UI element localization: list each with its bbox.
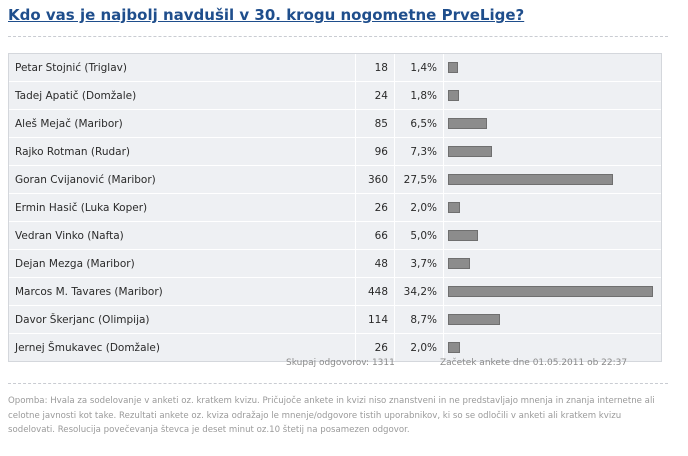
candidate-name: Aleš Mejač (Maribor) [9, 110, 356, 137]
bar-cell [444, 194, 661, 221]
vote-count: 26 [356, 334, 395, 361]
vote-bar [448, 118, 487, 129]
vote-percent: 5,0% [395, 222, 444, 249]
vote-count: 48 [356, 250, 395, 277]
vote-bar [448, 146, 492, 157]
vote-bar [448, 62, 458, 73]
title-divider [8, 36, 668, 37]
footer-divider [8, 383, 668, 384]
vote-count: 448 [356, 278, 395, 305]
poll-title[interactable]: Kdo vas je najbolj navdušil v 30. krogu … [8, 6, 525, 24]
vote-count: 114 [356, 306, 395, 333]
vote-bar [448, 286, 653, 297]
vote-bar [448, 202, 460, 213]
poll-row: Goran Cvijanović (Maribor) 360 27,5% [9, 166, 661, 194]
bar-cell [444, 250, 661, 277]
poll-row: Aleš Mejač (Maribor) 85 6,5% [9, 110, 661, 138]
poll-row: Ermin Hasič (Luka Koper) 26 2,0% [9, 194, 661, 222]
bar-cell [444, 82, 661, 109]
candidate-name: Marcos M. Tavares (Maribor) [9, 278, 356, 305]
candidate-name: Jernej Šmukavec (Domžale) [9, 334, 356, 361]
candidate-name: Rajko Rotman (Rudar) [9, 138, 356, 165]
total-answers: Skupaj odgovorov: 1311 [286, 358, 395, 368]
vote-percent: 34,2% [395, 278, 444, 305]
poll-row: Jernej Šmukavec (Domžale) 26 2,0% [9, 334, 661, 361]
poll-row: Rajko Rotman (Rudar) 96 7,3% [9, 138, 661, 166]
bar-cell [444, 306, 661, 333]
vote-percent: 1,8% [395, 82, 444, 109]
bar-cell [444, 334, 661, 361]
vote-percent: 2,0% [395, 194, 444, 221]
vote-bar [448, 314, 500, 325]
bar-cell [444, 110, 661, 137]
vote-percent: 2,0% [395, 334, 444, 361]
vote-bar [448, 90, 459, 101]
candidate-name: Ermin Hasič (Luka Koper) [9, 194, 356, 221]
bar-cell [444, 138, 661, 165]
vote-count: 96 [356, 138, 395, 165]
candidate-name: Dejan Mezga (Maribor) [9, 250, 356, 277]
vote-bar [448, 342, 460, 353]
vote-percent: 3,7% [395, 250, 444, 277]
poll-start-date: Začetek ankete dne 01.05.2011 ob 22:37 [440, 358, 628, 368]
poll-row: Vedran Vinko (Nafta) 66 5,0% [9, 222, 661, 250]
vote-percent: 7,3% [395, 138, 444, 165]
vote-percent: 27,5% [395, 166, 444, 193]
vote-percent: 8,7% [395, 306, 444, 333]
poll-row: Davor Škerjanc (Olimpija) 114 8,7% [9, 306, 661, 334]
vote-count: 85 [356, 110, 395, 137]
bar-cell [444, 166, 661, 193]
vote-count: 24 [356, 82, 395, 109]
vote-bar [448, 174, 613, 185]
candidate-name: Petar Stojnić (Triglav) [9, 54, 356, 81]
bar-cell [444, 54, 661, 81]
vote-bar [448, 230, 478, 241]
candidate-name: Tadej Apatič (Domžale) [9, 82, 356, 109]
poll-row: Dejan Mezga (Maribor) 48 3,7% [9, 250, 661, 278]
poll-row: Marcos M. Tavares (Maribor) 448 34,2% [9, 278, 661, 306]
vote-count: 360 [356, 166, 395, 193]
vote-percent: 6,5% [395, 110, 444, 137]
vote-count: 26 [356, 194, 395, 221]
poll-disclaimer: Opomba: Hvala za sodelovanje v anketi oz… [8, 396, 655, 435]
candidate-name: Davor Škerjanc (Olimpija) [9, 306, 356, 333]
vote-percent: 1,4% [395, 54, 444, 81]
vote-count: 66 [356, 222, 395, 249]
vote-count: 18 [356, 54, 395, 81]
candidate-name: Vedran Vinko (Nafta) [9, 222, 356, 249]
bar-cell [444, 222, 661, 249]
bar-cell [444, 278, 661, 305]
candidate-name: Goran Cvijanović (Maribor) [9, 166, 356, 193]
poll-results-table: Petar Stojnić (Triglav) 18 1,4% Tadej Apati… [8, 53, 662, 362]
vote-bar [448, 258, 470, 269]
poll-row: Tadej Apatič (Domžale) 24 1,8% [9, 82, 661, 110]
poll-row: Petar Stojnić (Triglav) 18 1,4% [9, 54, 661, 82]
